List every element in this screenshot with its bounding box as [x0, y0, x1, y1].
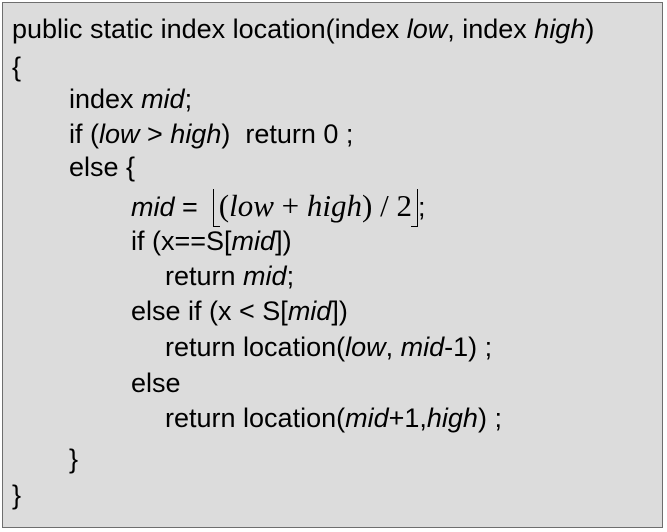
code-line-4: if (low > high) return 0 ; [69, 119, 354, 149]
code-line-6: mid = (low + high) / 2; [131, 187, 426, 227]
code-line-2: { [12, 52, 22, 82]
code-line-1: public static index location(index low, … [12, 14, 595, 44]
code-line-3: index mid; [69, 84, 193, 114]
code-block: public static index location(index low, … [2, 2, 663, 528]
code-line-8: return mid; [165, 261, 295, 291]
code-line-12: return location(mid+1,high) ; [165, 403, 502, 433]
code-line-13: } [69, 444, 79, 474]
floor-expression: (low + high) / 2 [212, 187, 419, 227]
code-line-14: } [12, 480, 22, 510]
code-line-10: return location(low, mid-1) ; [165, 332, 493, 362]
code-line-5: else { [69, 152, 136, 182]
code-line-7: if (x==S[mid]) [131, 226, 292, 256]
code-line-11: else [131, 368, 181, 398]
code-line-9: else if (x < S[mid]) [131, 296, 348, 326]
